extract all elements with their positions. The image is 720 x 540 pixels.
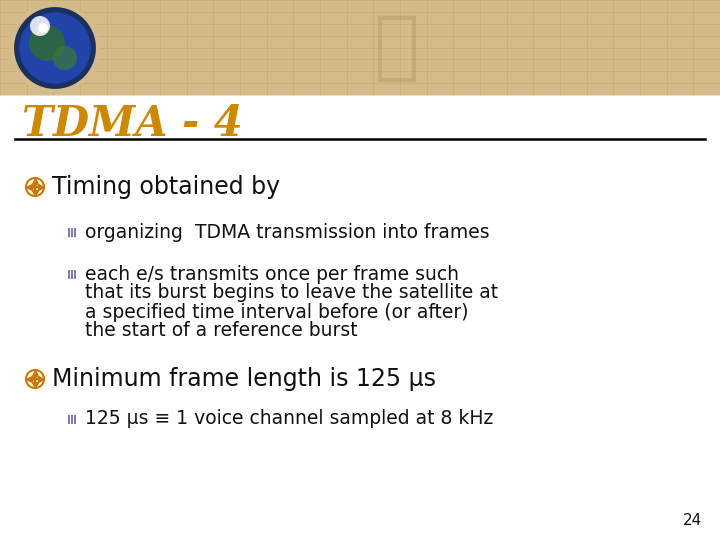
Bar (68, 228, 70, 231)
Text: 24: 24 (683, 513, 702, 528)
Text: that its burst begins to leave the satellite at: that its burst begins to leave the satel… (85, 284, 498, 302)
Bar (71, 234, 73, 237)
Bar (71, 270, 73, 273)
Bar (71, 228, 73, 231)
Bar (68, 415, 70, 417)
Text: Minimum frame length is 125 μs: Minimum frame length is 125 μs (52, 367, 436, 391)
Bar (73, 231, 76, 233)
Bar (68, 231, 70, 233)
Text: 125 μs ≡ 1 voice channel sampled at 8 kHz: 125 μs ≡ 1 voice channel sampled at 8 kH… (85, 409, 493, 429)
Bar (73, 415, 76, 417)
Circle shape (38, 23, 48, 33)
Bar (68, 421, 70, 423)
Bar (68, 273, 70, 275)
Bar (73, 421, 76, 423)
Circle shape (53, 46, 77, 70)
Bar (73, 228, 76, 231)
Circle shape (30, 16, 50, 36)
Bar (71, 415, 73, 417)
Bar (68, 270, 70, 273)
Bar (73, 270, 76, 273)
Bar (71, 273, 73, 275)
Bar (71, 276, 73, 279)
Bar (73, 276, 76, 279)
Circle shape (19, 12, 91, 84)
Bar (71, 418, 73, 421)
Bar (0, 0, 720, 95)
Bar (68, 276, 70, 279)
Circle shape (13, 6, 97, 90)
Text: a specified time interval before (or after): a specified time interval before (or aft… (85, 302, 469, 321)
Bar (68, 418, 70, 421)
Text: the start of a reference burst: the start of a reference burst (85, 321, 358, 341)
Bar (71, 421, 73, 423)
Circle shape (32, 185, 37, 189)
Text: organizing  TDMA transmission into frames: organizing TDMA transmission into frames (85, 222, 490, 241)
Text: TDMA - 4: TDMA - 4 (22, 103, 243, 145)
Bar (73, 418, 76, 421)
Text: Timing obtained by: Timing obtained by (52, 175, 280, 199)
Bar (73, 234, 76, 237)
Circle shape (29, 25, 65, 61)
Bar (71, 231, 73, 233)
Bar (68, 234, 70, 237)
Text: each e/s transmits once per frame such: each e/s transmits once per frame such (85, 265, 459, 284)
Circle shape (32, 377, 37, 381)
Bar (73, 273, 76, 275)
Text: 🌍: 🌍 (373, 10, 419, 84)
